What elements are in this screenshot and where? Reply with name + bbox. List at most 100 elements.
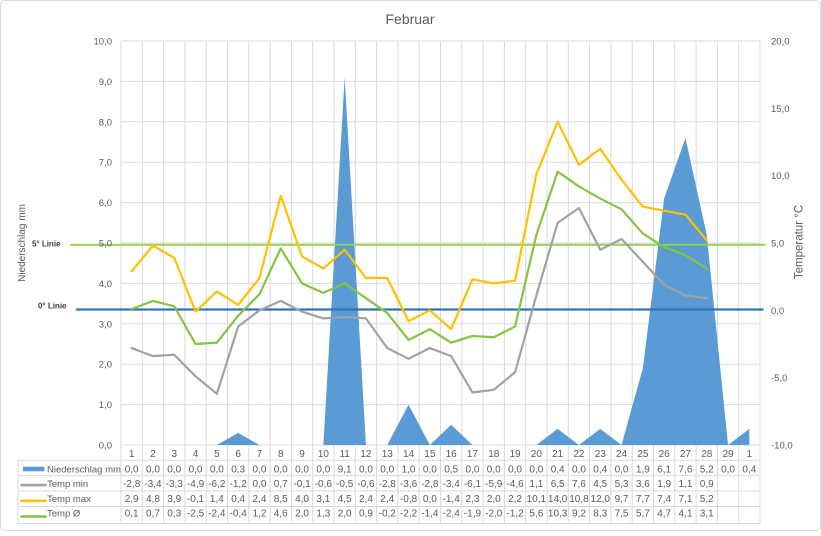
svg-text:15: 15 (424, 449, 436, 460)
svg-text:21: 21 (552, 449, 564, 460)
svg-text:14: 14 (403, 449, 415, 460)
svg-text:0,1: 0,1 (125, 509, 139, 520)
svg-text:0,0: 0,0 (771, 306, 784, 317)
svg-text:9: 9 (299, 449, 305, 460)
svg-text:-6,2: -6,2 (208, 479, 226, 490)
svg-text:5,2: 5,2 (700, 494, 714, 505)
svg-text:16: 16 (446, 449, 458, 460)
svg-text:0,0: 0,0 (316, 465, 330, 476)
svg-text:11: 11 (339, 449, 350, 460)
svg-text:-10,0: -10,0 (771, 441, 793, 452)
svg-text:2: 2 (150, 449, 156, 460)
svg-text:8: 8 (278, 449, 284, 460)
svg-text:1,1: 1,1 (678, 479, 692, 490)
svg-text:17: 17 (467, 449, 479, 460)
svg-text:3,6: 3,6 (636, 479, 650, 490)
svg-text:7,6: 7,6 (678, 465, 692, 476)
svg-text:2,9: 2,9 (125, 494, 139, 505)
svg-text:1,3: 1,3 (316, 509, 330, 520)
svg-text:-5,0: -5,0 (771, 373, 787, 384)
svg-text:2,3: 2,3 (465, 494, 479, 505)
svg-text:0,0: 0,0 (295, 465, 309, 476)
svg-text:-0,6: -0,6 (315, 479, 333, 490)
svg-text:-2,0: -2,0 (485, 509, 503, 520)
svg-text:-2,2: -2,2 (400, 509, 418, 520)
svg-text:4,5: 4,5 (593, 479, 607, 490)
svg-text:-2,8: -2,8 (123, 479, 141, 490)
svg-text:9,7: 9,7 (615, 494, 629, 505)
svg-text:0,0: 0,0 (465, 465, 479, 476)
svg-text:0,9: 0,9 (359, 509, 373, 520)
svg-text:0,0: 0,0 (508, 465, 522, 476)
svg-text:Temp min: Temp min (47, 479, 88, 490)
svg-text:29: 29 (722, 449, 734, 460)
svg-text:10,8: 10,8 (569, 494, 589, 505)
svg-text:0,4: 0,4 (551, 465, 565, 476)
svg-text:26: 26 (659, 449, 671, 460)
svg-text:Niederschlag mm: Niederschlag mm (17, 204, 28, 282)
svg-text:0,4: 0,4 (231, 494, 245, 505)
svg-text:Niederschlag mm: Niederschlag mm (47, 465, 121, 476)
svg-text:0,4: 0,4 (593, 465, 607, 476)
svg-text:7,5: 7,5 (615, 509, 629, 520)
svg-text:12: 12 (360, 449, 372, 460)
svg-text:13: 13 (382, 449, 394, 460)
svg-text:-0,1: -0,1 (187, 494, 205, 505)
svg-text:9,2: 9,2 (572, 509, 586, 520)
svg-text:-2,4: -2,4 (443, 509, 461, 520)
svg-text:-0,4: -0,4 (230, 509, 248, 520)
svg-text:8,3: 8,3 (593, 509, 607, 520)
svg-text:2,4: 2,4 (252, 494, 266, 505)
svg-text:27: 27 (680, 449, 692, 460)
svg-text:4,6: 4,6 (274, 509, 288, 520)
svg-text:0,0: 0,0 (125, 465, 139, 476)
svg-text:5,2: 5,2 (700, 465, 714, 476)
svg-text:7,7: 7,7 (636, 494, 650, 505)
svg-text:0° Linie: 0° Linie (38, 302, 67, 311)
svg-text:0,0: 0,0 (572, 465, 586, 476)
svg-text:0,0: 0,0 (529, 465, 543, 476)
svg-text:3,1: 3,1 (700, 509, 714, 520)
svg-text:2,0: 2,0 (295, 509, 309, 520)
svg-text:20,0: 20,0 (771, 37, 790, 48)
svg-text:1,0: 1,0 (99, 400, 112, 411)
svg-text:0,0: 0,0 (423, 465, 437, 476)
svg-text:10,0: 10,0 (771, 171, 790, 182)
svg-text:-3,4: -3,4 (144, 479, 162, 490)
svg-text:-0,8: -0,8 (400, 494, 418, 505)
svg-text:0,0: 0,0 (146, 465, 160, 476)
svg-text:4: 4 (193, 449, 199, 460)
svg-text:-5,9: -5,9 (485, 479, 503, 490)
svg-text:-1,4: -1,4 (443, 494, 461, 505)
svg-text:18: 18 (488, 449, 500, 460)
svg-text:4,1: 4,1 (678, 509, 692, 520)
svg-text:0,0: 0,0 (721, 465, 735, 476)
svg-text:0,0: 0,0 (380, 465, 394, 476)
svg-text:19: 19 (509, 449, 521, 460)
svg-text:2,4: 2,4 (359, 494, 373, 505)
svg-text:Temperatur °C: Temperatur °C (794, 205, 806, 279)
svg-text:5,7: 5,7 (636, 509, 650, 520)
svg-text:0,0: 0,0 (167, 465, 181, 476)
svg-text:-2,8: -2,8 (421, 479, 439, 490)
svg-text:2,4: 2,4 (380, 494, 394, 505)
svg-text:5° Linie: 5° Linie (32, 240, 61, 249)
svg-text:6,1: 6,1 (657, 465, 671, 476)
svg-text:24: 24 (616, 449, 628, 460)
svg-text:4,5: 4,5 (338, 494, 352, 505)
svg-text:0,0: 0,0 (210, 465, 224, 476)
svg-text:1,9: 1,9 (657, 479, 671, 490)
svg-text:0,0: 0,0 (615, 465, 629, 476)
svg-text:9,1: 9,1 (338, 465, 352, 476)
svg-text:1,2: 1,2 (252, 509, 266, 520)
svg-text:5,0: 5,0 (99, 239, 112, 250)
svg-text:0,5: 0,5 (444, 465, 458, 476)
svg-text:-0,6: -0,6 (357, 479, 375, 490)
svg-text:4,0: 4,0 (295, 494, 309, 505)
svg-text:-1,2: -1,2 (506, 509, 524, 520)
svg-text:6,5: 6,5 (551, 479, 565, 490)
svg-text:2,0: 2,0 (338, 509, 352, 520)
svg-text:0,0: 0,0 (487, 465, 501, 476)
svg-text:20: 20 (531, 449, 543, 460)
svg-text:-4,9: -4,9 (187, 479, 205, 490)
